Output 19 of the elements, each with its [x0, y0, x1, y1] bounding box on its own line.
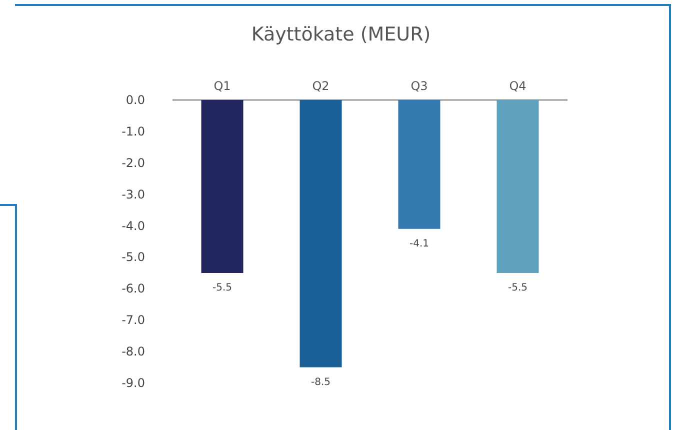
y-tick-label: -6.0 — [122, 282, 145, 296]
data-label: -8.5 — [310, 376, 331, 388]
y-tick-label: -3.0 — [122, 187, 145, 202]
y-tick-label: -8.0 — [122, 344, 145, 359]
y-tick-label: -4.0 — [122, 218, 145, 233]
data-label: -4.1 — [409, 238, 430, 250]
y-tick-label: -2.0 — [122, 156, 145, 170]
x-tick-label: Q3 — [410, 79, 428, 93]
y-tick-label: -1.0 — [122, 124, 145, 138]
data-label: -5.5 — [508, 282, 528, 294]
y-tick-label: 0.0 — [126, 93, 145, 107]
x-tick-label: Q2 — [312, 79, 330, 93]
y-tick-label: -9.0 — [122, 376, 145, 390]
data-label: -5.5 — [212, 282, 232, 294]
x-tick-label: Q1 — [214, 79, 231, 93]
x-tick-label: Q4 — [509, 79, 526, 93]
y-tick-label: -5.0 — [122, 250, 145, 264]
chart-title: Käyttökate (MEUR) — [251, 24, 431, 46]
y-tick-label: -7.0 — [122, 313, 145, 328]
